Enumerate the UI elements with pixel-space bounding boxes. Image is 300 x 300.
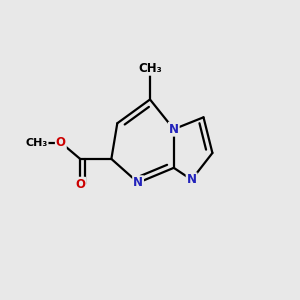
Text: N: N [169,123,179,136]
Text: O: O [75,178,85,191]
Text: CH₃: CH₃ [138,62,162,75]
Text: N: N [187,173,196,186]
Text: N: N [133,176,143,189]
Text: O: O [56,136,66,149]
Text: CH₃: CH₃ [25,138,48,148]
